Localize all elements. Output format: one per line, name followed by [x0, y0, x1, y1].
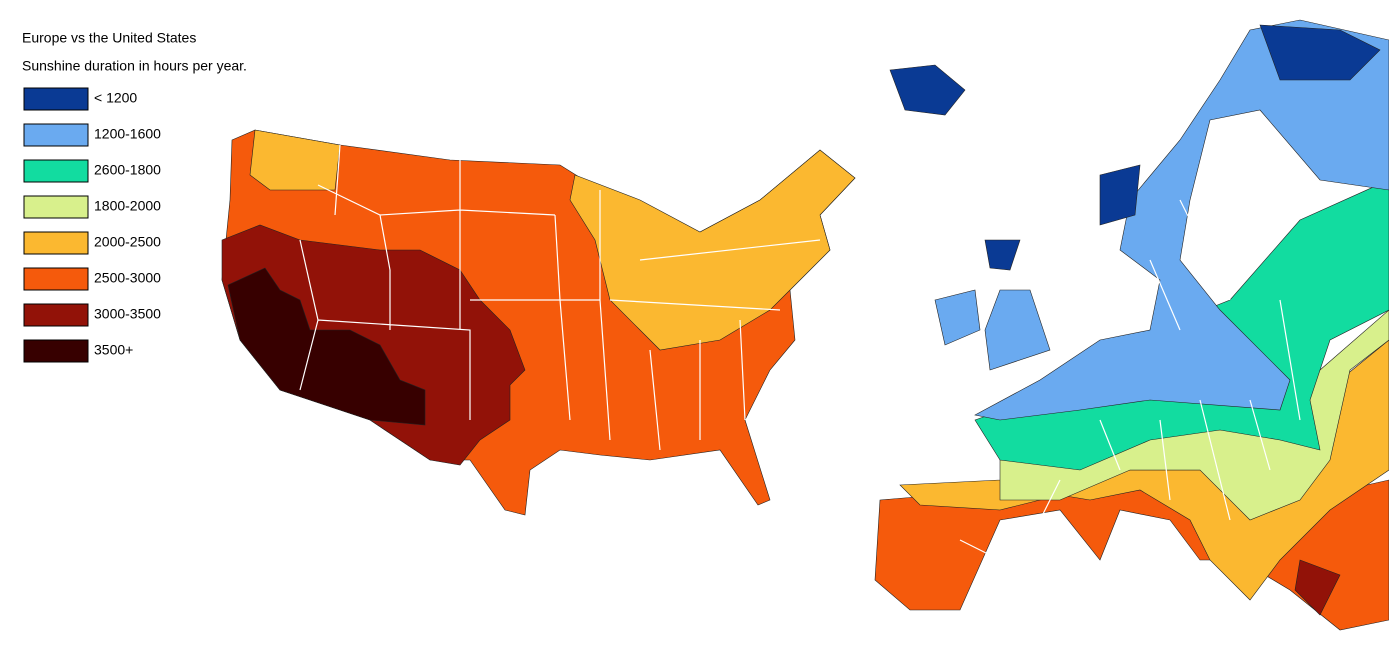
legend-label: 2000-2500 — [94, 234, 161, 250]
legend-swatch — [23, 267, 89, 291]
legend-swatch — [23, 159, 89, 183]
legend-label: 1200-1600 — [94, 126, 161, 142]
legend-label: 3000-3500 — [94, 306, 161, 322]
us-region — [227, 267, 426, 426]
legend-label: 1800-2000 — [94, 198, 161, 214]
europe-region — [934, 289, 981, 346]
europe-region — [1099, 164, 1141, 226]
us-region — [249, 129, 341, 191]
us-map — [221, 129, 856, 516]
legend-label: 2600-1800 — [94, 162, 161, 178]
legend-label: 3500+ — [94, 342, 133, 358]
europe-borders — [959, 199, 1301, 561]
legend-swatch — [23, 195, 89, 219]
us-region — [569, 149, 856, 351]
us-borders — [299, 144, 821, 451]
europe-region — [984, 289, 1051, 371]
legend-swatch — [23, 231, 89, 255]
legend-label: 2500-3000 — [94, 270, 161, 286]
legend-swatch — [23, 339, 89, 363]
legend: < 1200 1200-1600 2600-1800 1800-2000 2000-25… — [23, 87, 161, 363]
legend-swatch — [23, 303, 89, 327]
map-subtitle: Sunshine duration in hours per year. — [22, 58, 247, 74]
map-title: Europe vs the United States — [22, 30, 196, 46]
europe-region — [984, 239, 1021, 271]
legend-swatch — [23, 123, 89, 147]
legend-swatch — [23, 87, 89, 111]
legend-label: < 1200 — [94, 90, 137, 106]
europe-region — [1259, 24, 1381, 81]
europe-region — [889, 64, 966, 116]
europe-map — [874, 19, 1389, 631]
europe-region — [974, 19, 1389, 421]
europe-region — [1294, 559, 1341, 616]
